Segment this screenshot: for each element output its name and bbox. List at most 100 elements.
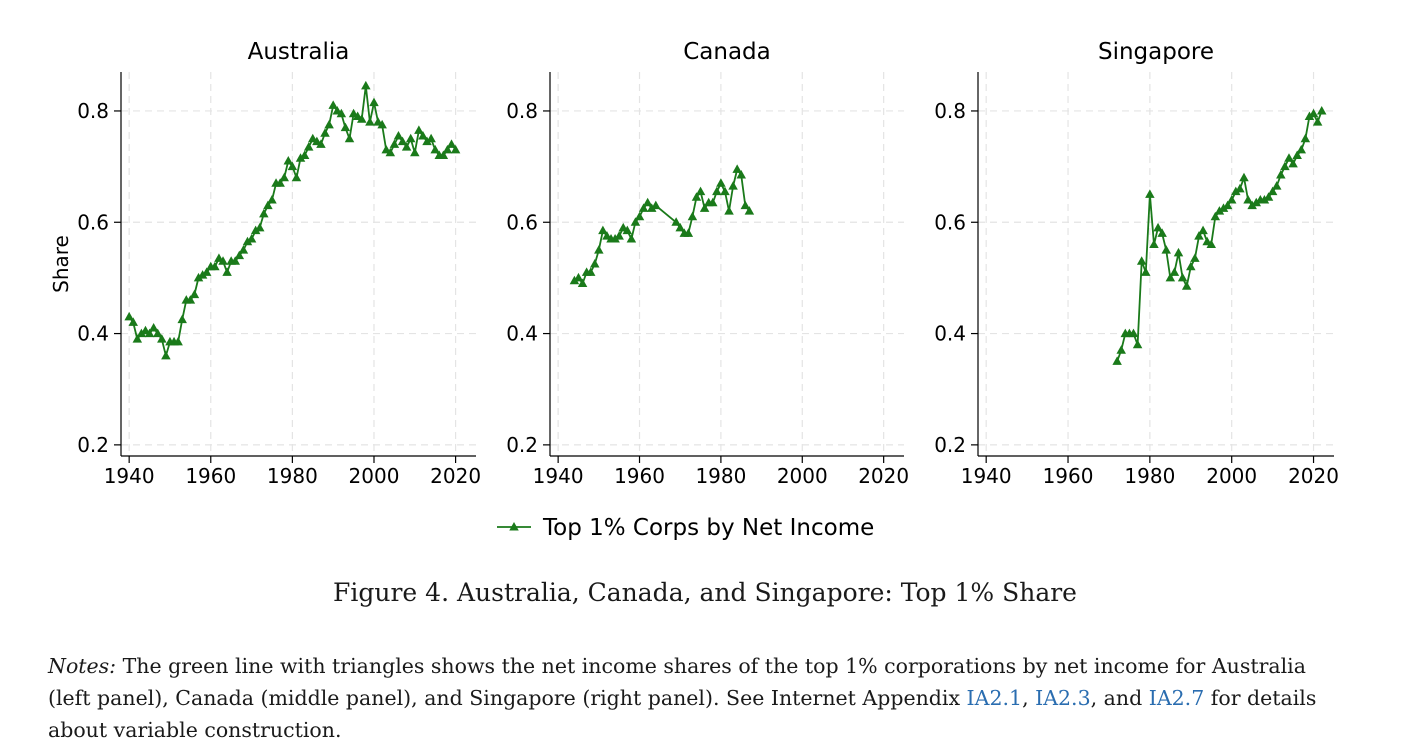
data-point-australia [438,150,449,159]
x-tick-label: 1980 [1124,464,1175,488]
data-point-singapore [1271,181,1282,190]
data-point-singapore [1136,256,1147,265]
data-point-australia [450,144,461,154]
data-point-singapore [1210,211,1221,221]
data-point-australia [230,256,241,265]
legend-marker-icon [509,522,519,531]
x-tick-label: 1960 [1043,464,1094,488]
data-point-australia [377,119,387,129]
data-point-australia [287,161,298,171]
data-point-canada [712,186,722,196]
data-point-australia [124,311,134,321]
data-point-australia [144,328,155,338]
data-point-canada [671,217,681,226]
y-tick-label: 0.4 [77,322,109,346]
data-point-canada [736,169,746,179]
data-point-singapore [1161,245,1171,254]
data-point-singapore [1149,239,1159,249]
data-point-singapore [1316,105,1327,115]
x-tick-label: 2020 [1288,464,1339,488]
data-point-singapore [1222,200,1233,210]
y-tick-label: 0.4 [934,322,966,346]
y-tick-label: 0.8 [77,99,109,123]
figure-notes: Notes: The green line with triangles sho… [48,650,1338,746]
data-point-singapore [1280,161,1290,171]
data-point-singapore [1173,247,1184,257]
data-point-singapore [1128,328,1139,338]
data-point-canada [622,225,633,235]
appendix-link-ia2-7[interactable]: IA2.7 [1148,686,1205,710]
data-point-canada [695,186,706,196]
data-point-australia [250,225,261,235]
x-tick-label: 1940 [961,464,1012,488]
data-point-canada [634,211,645,221]
notes-text-1: The green line with triangles shows the … [48,654,1306,710]
data-point-canada [569,275,580,285]
data-point-australia [283,156,294,165]
data-point-canada [585,267,596,276]
data-point-singapore [1263,192,1274,201]
data-point-singapore [1181,281,1192,290]
x-tick-label: 1960 [614,464,665,488]
data-point-australia [410,147,420,157]
appendix-link-ia2-1[interactable]: IA2.1 [966,686,1023,710]
data-point-canada [699,203,710,212]
y-tick-label: 0.8 [506,99,538,123]
data-point-singapore [1267,186,1278,196]
data-point-canada [626,233,637,243]
figure-caption: Figure 4. Australia, Canada, and Singapo… [333,578,1077,607]
data-point-singapore [1312,117,1323,126]
data-point-canada [744,206,755,215]
data-point-australia [401,142,412,151]
data-point-australia [242,236,253,246]
data-point-australia [328,100,338,109]
data-point-canada [646,203,657,212]
data-point-australia [369,97,379,107]
data-point-australia [136,328,147,338]
data-point-canada [724,206,734,215]
data-point-canada [638,203,649,212]
data-point-singapore [1157,228,1167,237]
data-point-singapore [1235,183,1245,193]
data-point-canada [675,222,685,232]
data-point-singapore [1206,239,1216,249]
data-point-singapore [1276,169,1286,179]
data-point-australia [148,323,159,332]
y-tick-label: 0.6 [506,210,538,234]
data-point-australia [173,336,183,346]
data-point-australia [279,172,289,182]
data-point-australia [177,314,187,324]
data-point-canada [598,225,608,235]
legend-label: Top 1% Corps by Net Income [542,515,874,541]
data-point-canada [683,228,694,237]
data-point-singapore [1198,225,1208,235]
y-tick-label: 0.4 [506,322,538,346]
data-point-singapore [1243,195,1253,204]
notes-label: Notes: [48,654,117,678]
data-point-canada [728,181,738,190]
data-point-australia [361,80,371,90]
appendix-link-ia2-3[interactable]: IA2.3 [1035,686,1091,710]
data-point-australia [426,133,436,143]
panel-australia: 0.2 0.4 0.6 0.8 1940 1960 1980 2000 2020 Australi… [77,39,481,488]
panel-singapore: 0.2 0.4 0.6 0.8 1940 1960 1980 2000 2020 Singapor… [934,39,1339,488]
x-tick-label: 2000 [349,464,400,488]
data-point-australia [259,208,269,218]
data-point-australia [267,195,277,204]
data-point-singapore [1190,253,1200,262]
data-point-canada [594,245,604,254]
data-point-canada [573,272,584,282]
data-point-australia [218,256,228,265]
y-axis-title: Share [49,235,73,293]
data-point-australia [422,136,432,146]
x-tick-label: 2020 [430,464,481,488]
data-point-canada [651,200,661,210]
data-point-australia [393,131,404,140]
x-tick-label: 1980 [695,464,746,488]
data-point-canada [732,164,742,173]
data-point-singapore [1218,203,1229,212]
data-point-canada [687,211,698,221]
data-point-australia [128,317,138,326]
data-point-australia [185,295,196,304]
data-point-australia [291,172,302,182]
